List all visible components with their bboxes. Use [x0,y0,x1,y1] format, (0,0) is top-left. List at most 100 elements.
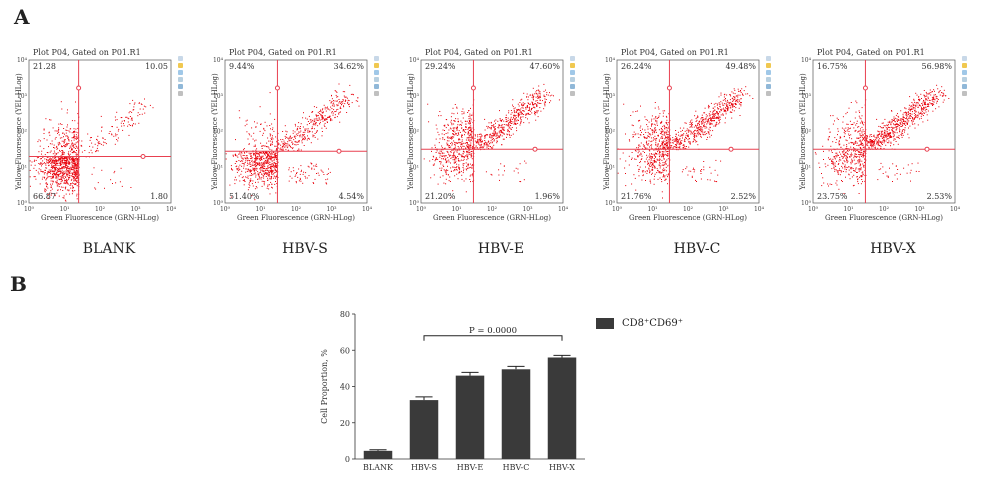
flow-dot [720,92,722,94]
flow-dot [832,141,834,143]
toolbar-icon[interactable] [570,56,575,61]
flow-dot [62,151,64,153]
flow-dot [77,127,79,129]
toolbar-icon[interactable] [766,56,771,61]
flow-dot [271,177,272,179]
flow-dot [842,152,844,154]
flow-dot [255,181,256,183]
flow-plot-title: Plot P04, Gated on P01.R1 [33,48,141,57]
flow-dot [319,111,321,112]
toolbar-icon[interactable] [178,56,183,61]
flow-dot [66,162,68,164]
flow-dot [71,137,73,139]
flow-dot [54,165,56,167]
toolbar-icon[interactable] [374,63,379,68]
flow-dot [866,135,868,137]
toolbar-icon[interactable] [766,84,771,89]
plot-toolbar[interactable] [178,56,183,96]
toolbar-icon[interactable] [570,91,575,96]
flow-dot [686,128,688,130]
flow-dot [468,150,470,152]
flow-dot [300,130,302,132]
flow-dot [46,160,48,162]
flow-dot [459,160,461,162]
flow-dot [269,148,271,150]
gate-handle[interactable] [140,153,146,159]
flow-dot [664,153,666,155]
flow-dot [314,123,316,124]
flow-dot [630,115,632,116]
toolbar-icon[interactable] [570,63,575,68]
flow-dot [76,150,77,151]
toolbar-icon[interactable] [766,91,771,96]
gate-handle[interactable] [532,146,538,152]
gate-handle[interactable] [274,85,280,91]
flow-dot [70,147,72,149]
gate-handle[interactable] [728,146,734,152]
toolbar-icon[interactable] [178,84,183,89]
toolbar-icon[interactable] [374,56,379,61]
toolbar-icon[interactable] [178,63,183,68]
flow-dot [471,151,473,152]
toolbar-icon[interactable] [570,77,575,82]
toolbar-icon[interactable] [570,84,575,89]
toolbar-icon[interactable] [178,77,183,82]
flow-dot [525,114,527,116]
flow-dot [73,162,75,164]
flow-dot [642,174,644,176]
flow-dot [74,175,76,177]
toolbar-icon[interactable] [766,77,771,82]
flow-dot [235,139,236,141]
toolbar-icon[interactable] [178,91,183,96]
plot-toolbar[interactable] [766,56,771,96]
flow-dot [275,158,277,160]
gate-handle[interactable] [470,85,476,91]
toolbar-icon[interactable] [766,63,771,68]
flow-dot [727,99,728,101]
flow-dot [293,139,295,141]
flow-dot [270,181,272,183]
flow-dot [866,142,868,144]
flow-dot [45,169,46,171]
flow-dot [271,156,273,158]
flow-dot [470,134,472,136]
flow-dot [733,96,735,97]
flow-dot [936,96,938,98]
flow-dot [860,183,862,185]
plot-toolbar[interactable] [570,56,575,96]
gate-handle[interactable] [76,85,82,91]
flow-dot [264,121,266,123]
toolbar-icon[interactable] [374,91,379,96]
flow-dot [870,143,872,145]
flow-dot [470,107,471,109]
toolbar-icon[interactable] [570,70,575,75]
flow-plot-frame [28,59,172,204]
gate-handle[interactable] [666,85,672,91]
flow-dot [671,142,673,144]
flow-dot [67,173,69,175]
flow-dot [321,119,323,121]
y-axis-label: Yellow Fluorescence (YEL-HLog) [407,73,415,191]
flow-dot [74,171,76,173]
toolbar-icon[interactable] [374,70,379,75]
flow-dot [907,133,909,135]
flow-dot [269,172,271,174]
flow-dot [490,122,492,124]
flow-dot [519,124,521,126]
toolbar-icon[interactable] [374,84,379,89]
plot-toolbar[interactable] [374,56,379,96]
flow-dot [493,135,495,137]
gate-handle[interactable] [336,148,342,154]
flow-dot [451,112,453,114]
flow-dot [854,154,856,156]
flow-dot [727,108,729,110]
toolbar-icon[interactable] [766,70,771,75]
flow-dot [62,157,63,159]
flow-dot [46,183,48,185]
toolbar-icon[interactable] [374,77,379,82]
flow-dot [447,132,449,134]
toolbar-icon[interactable] [178,70,183,75]
flow-dot [138,102,140,104]
flow-dot [652,172,653,174]
flow-dot [260,164,262,166]
